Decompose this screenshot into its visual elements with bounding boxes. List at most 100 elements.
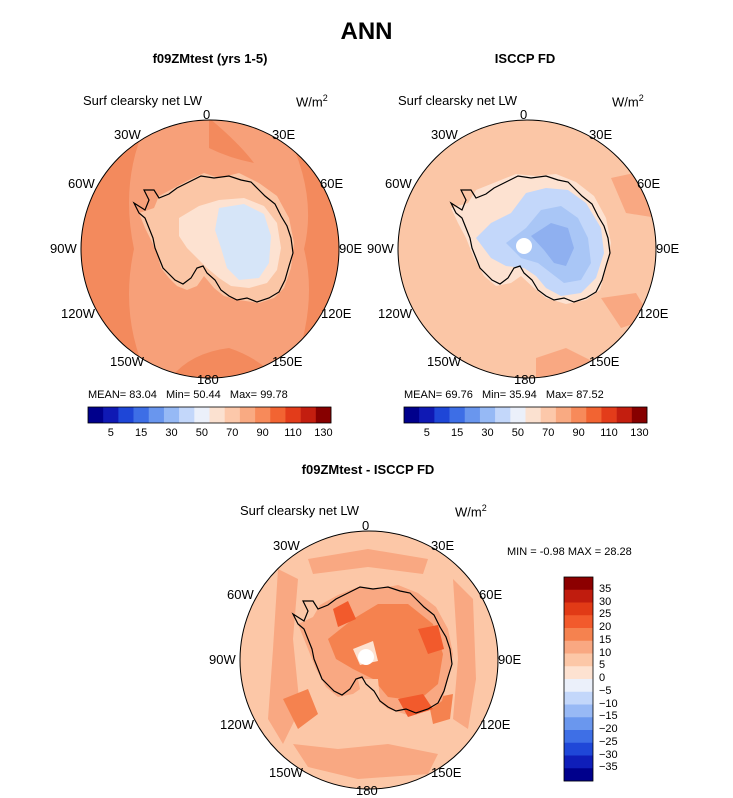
diff-colorbar-label: −25 xyxy=(599,735,618,748)
panel1-colorbar-swatch xyxy=(270,407,286,423)
panel2-colorbar-swatch xyxy=(601,407,617,423)
panel2-lon-label-120w: 120W xyxy=(378,306,412,321)
panel2-lon-label-180: 180 xyxy=(514,372,536,387)
panel2-colorbar-swatch xyxy=(464,407,481,423)
diff-minmax: MIN = -0.98 MAX = 28.28 xyxy=(507,546,632,558)
panel1-lon-label-30w: 30W xyxy=(114,127,141,142)
diff-patch-southwest xyxy=(283,689,318,729)
diff-colorbar-label: −20 xyxy=(599,723,618,735)
diff-units: W/m2 xyxy=(455,503,487,520)
panel2-colorbar-label: 130 xyxy=(630,427,649,439)
diff-lon-label-30w: 30W xyxy=(273,538,300,553)
panel1-colorbar-swatch xyxy=(255,407,271,423)
diff-var-label: Surf clearsky net LW xyxy=(240,503,359,518)
panel2-colorbar-label: 70 xyxy=(542,427,555,439)
panel1-colorbar-label: 15 xyxy=(135,427,148,439)
diff-colorbar-swatch xyxy=(564,589,593,603)
diff-antarctica-cool xyxy=(358,679,380,704)
panel2-colorbar-swatch xyxy=(434,407,450,423)
panel1-lon-label-150e: 150E xyxy=(272,354,303,369)
panel1-colorbar-swatch xyxy=(179,407,195,423)
diff-colorbar-swatch xyxy=(564,768,593,782)
diff-colorbar-label: −15 xyxy=(599,710,618,723)
panel1-lon-label-90e: 90E xyxy=(339,241,363,256)
diff-colorbar-swatch xyxy=(564,742,593,756)
diff-band-north xyxy=(308,549,428,574)
diff-colorbar-swatch xyxy=(564,755,593,769)
diff-lon-label-0: 0 xyxy=(362,518,370,533)
panel1-lon-label-120w: 120W xyxy=(61,306,95,321)
panel1-colorbar xyxy=(87,406,332,424)
diff-lon-label-150w: 150W xyxy=(269,765,303,780)
panel2-stats: MEAN= 69.76 Min= 35.94 Max= 87.52 xyxy=(404,389,604,401)
diff-colorbar-swatch xyxy=(564,577,593,591)
panel2-colorbar-label: 110 xyxy=(600,427,618,439)
panel2-units: W/m2 xyxy=(612,93,644,110)
panel2-colorbar-swatch xyxy=(525,407,541,423)
diff-colorbar-swatch xyxy=(564,704,593,718)
panel1-lon-label-120e: 120E xyxy=(321,306,352,321)
panel2-coastline xyxy=(449,175,611,303)
diff-colorbar-swatch xyxy=(564,717,593,731)
diff-coastline xyxy=(291,586,453,714)
panel2-colorbar-swatch xyxy=(404,407,420,423)
diff-lon-label-90e: 90E xyxy=(498,652,522,667)
panel2-lon-label-0: 0 xyxy=(520,107,528,122)
diff-polar-map xyxy=(239,530,499,790)
diff-colorbar-label: 35 xyxy=(599,582,612,595)
panel1-lon-label-30e: 30E xyxy=(272,127,296,142)
panel1-colorbar-label: 50 xyxy=(195,427,209,439)
panel1-colorbar-swatch xyxy=(148,407,165,423)
diff-lon-label-30e: 30E xyxy=(431,538,455,553)
diff-lon-label-90w: 90W xyxy=(209,652,236,667)
panel2-lon-label-90e: 90E xyxy=(656,241,680,256)
panel1-colorbar-swatch xyxy=(163,407,180,423)
panel1-colorbar-swatch xyxy=(209,407,225,423)
panel1-lon-label-90w: 90W xyxy=(50,241,77,256)
panel1-title: f09ZMtest (yrs 1-5) xyxy=(152,51,268,66)
panel1-colorbar-swatch xyxy=(88,407,104,423)
diff-colorbar-label: 15 xyxy=(599,633,612,646)
panel1-lon-label-0: 0 xyxy=(203,107,211,122)
panel1-colorbar-swatch xyxy=(285,407,301,423)
panel1-coastline xyxy=(132,175,294,303)
diff-colorbar-label: 20 xyxy=(599,621,612,633)
panel1-colorbar-swatch xyxy=(300,407,317,423)
panel2-lon-label-30w: 30W xyxy=(431,127,458,142)
panel2-colorbar-swatch xyxy=(495,407,511,423)
diff-lon-label-120w: 120W xyxy=(220,717,254,732)
panel1-colorbar-swatch xyxy=(239,407,256,423)
panel1-lon-label-60w: 60W xyxy=(68,176,95,191)
diff-colorbar-labels: 35 30 25 20 15 10 5 0 −5 −10 −15 −20 −25 −30 −35 xyxy=(599,577,639,781)
panel1-lon-label-60e: 60E xyxy=(320,176,344,191)
diff-antarctica-hot-east xyxy=(418,625,444,654)
panel1-lon-label-180: 180 xyxy=(197,372,219,387)
diff-colorbar-swatch xyxy=(564,666,593,680)
panel1-colorbar-swatch xyxy=(224,407,241,423)
panel2-lon-label-150e: 150E xyxy=(589,354,620,369)
panel2-antarctica-coldest xyxy=(531,223,574,266)
diff-band-east xyxy=(453,579,476,729)
panel2-var-label: Surf clearsky net LW xyxy=(398,93,517,108)
panel2-title: ISCCP FD xyxy=(494,51,556,66)
diff-colorbar-swatch xyxy=(564,628,593,642)
diff-antarctica-hot-southeast xyxy=(398,694,433,717)
panel2-colorbar-swatch xyxy=(586,407,602,423)
panel1-var-label: Surf clearsky net LW xyxy=(83,93,202,108)
diff-colorbar-label: 10 xyxy=(599,646,612,659)
panel2-lon-label-60w: 60W xyxy=(385,176,412,191)
panel1-colorbar-swatch xyxy=(103,407,119,423)
panel1-colorbar-swatch xyxy=(133,407,150,423)
panel2-colorbar-label: 90 xyxy=(572,427,585,439)
diff-colorbar-swatch xyxy=(564,679,593,693)
panel2-colorbar-swatch xyxy=(510,407,526,423)
panel1-colorbar-label: 130 xyxy=(314,427,333,439)
panel2-lon-label-60e: 60E xyxy=(637,176,661,191)
diff-colorbar-label: −30 xyxy=(599,748,618,761)
panel2-colorbar-swatch xyxy=(555,407,572,423)
diff-colorbar-label: −5 xyxy=(599,684,612,697)
panel2-colorbar-swatch xyxy=(449,407,466,423)
panel2-colorbar-labels: 5 15 30 50 70 90 110 130 xyxy=(404,427,649,441)
panel1-colorbar-label: 90 xyxy=(256,427,269,439)
panel2-colorbar-label: 50 xyxy=(511,427,525,439)
